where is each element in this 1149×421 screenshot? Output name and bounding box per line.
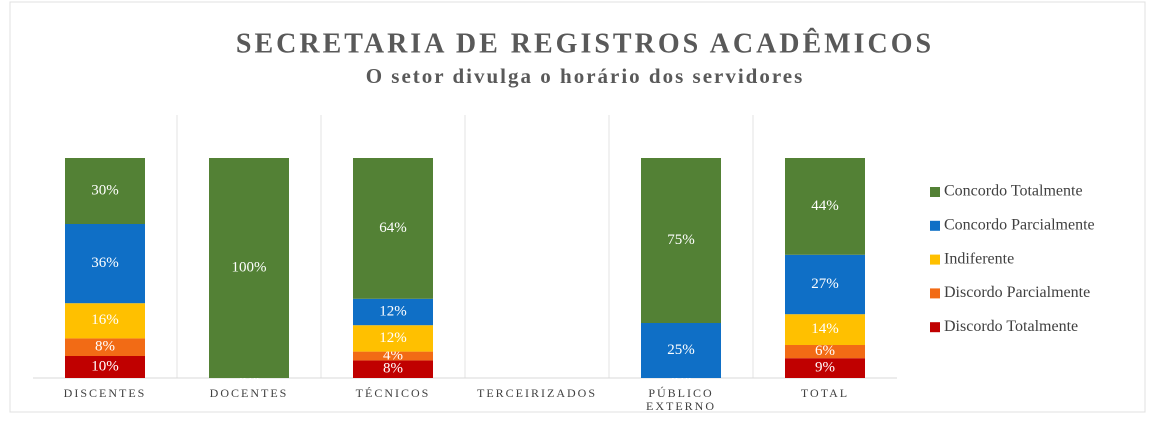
bar-segment bbox=[785, 358, 865, 378]
legend-label: Discordo Totalmente bbox=[944, 318, 1078, 335]
bar-segment bbox=[65, 224, 145, 304]
legend-label: Discordo Parcialmente bbox=[944, 284, 1090, 301]
x-tick-label: TERCEIRIZADOS bbox=[477, 386, 597, 400]
data-label: 44% bbox=[811, 198, 839, 214]
chart-frame bbox=[9, 1, 1146, 413]
data-label: 6% bbox=[815, 343, 835, 359]
data-label: 10% bbox=[91, 358, 119, 374]
x-tick-label: DOCENTES bbox=[209, 386, 289, 400]
legend-swatch bbox=[930, 322, 940, 333]
legend-label: Concordo Totalmente bbox=[944, 183, 1083, 200]
x-tick-label: TOTAL bbox=[800, 386, 850, 400]
chart-subtitle: O setor divulga o horário dos servidores bbox=[366, 64, 805, 88]
bar-segment bbox=[641, 323, 721, 378]
legend-swatch bbox=[930, 254, 940, 265]
data-label: 36% bbox=[91, 255, 119, 271]
data-label: 12% bbox=[379, 303, 407, 319]
data-label: 9% bbox=[815, 360, 835, 376]
legend-swatch bbox=[930, 220, 940, 231]
x-tick-label: TÉCNICOS bbox=[355, 386, 431, 400]
chart-title: SECRETARIA DE REGISTROS ACADÊMICOS bbox=[236, 28, 934, 59]
bar-segment bbox=[65, 356, 145, 378]
bar-segment bbox=[65, 158, 145, 224]
data-label: 64% bbox=[379, 220, 407, 236]
bar-segment bbox=[785, 158, 865, 255]
data-label: 30% bbox=[91, 182, 119, 198]
bar-segment bbox=[785, 345, 865, 359]
bar-segment bbox=[65, 338, 145, 356]
x-tick-label: PÚBLICO EXTERNO bbox=[646, 386, 716, 413]
bar-segment bbox=[209, 158, 289, 378]
data-label: 100% bbox=[232, 259, 267, 275]
data-label: 16% bbox=[91, 312, 119, 328]
bar-segment bbox=[353, 360, 433, 378]
data-label: 75% bbox=[667, 232, 695, 248]
data-label: 25% bbox=[667, 342, 695, 358]
bar-segment bbox=[353, 298, 433, 326]
bar-segment bbox=[641, 158, 721, 323]
data-label: 8% bbox=[383, 361, 403, 377]
bar-segment bbox=[353, 351, 433, 361]
legend-label: Concordo Parcialmente bbox=[944, 216, 1095, 233]
legend-swatch bbox=[930, 187, 940, 197]
bar-segment bbox=[785, 314, 865, 345]
bar-segment bbox=[353, 325, 433, 352]
legend-swatch bbox=[930, 288, 940, 299]
bar-segment bbox=[353, 158, 433, 299]
data-label: 27% bbox=[811, 276, 839, 292]
bar-segment bbox=[65, 303, 145, 339]
x-tick-label: DISCENTES bbox=[63, 386, 147, 400]
data-label: 8% bbox=[95, 339, 115, 355]
data-label: 12% bbox=[379, 330, 407, 346]
data-label: 14% bbox=[811, 321, 839, 337]
bar-segment bbox=[785, 254, 865, 315]
legend-label: Indiferente bbox=[944, 250, 1014, 267]
